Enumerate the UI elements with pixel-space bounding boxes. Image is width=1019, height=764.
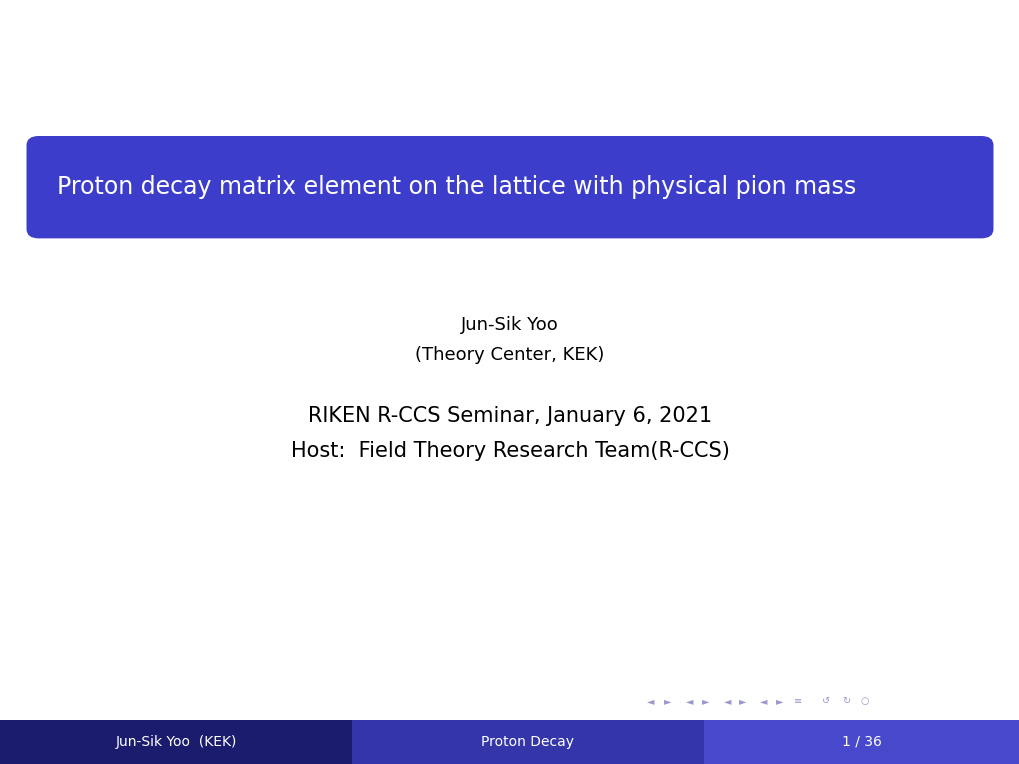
- Text: ○: ○: [860, 696, 868, 707]
- Text: ►: ►: [663, 696, 672, 707]
- Text: ►: ►: [701, 696, 709, 707]
- Text: ►: ►: [738, 696, 746, 707]
- Text: Host:  Field Theory Research Team(R-CCS): Host: Field Theory Research Team(R-CCS): [290, 441, 729, 461]
- Bar: [703, 720, 1019, 764]
- Text: RIKEN R-CCS Seminar, January 6, 2021: RIKEN R-CCS Seminar, January 6, 2021: [308, 406, 711, 426]
- Text: Proton decay matrix element on the lattice with physical pion mass: Proton decay matrix element on the latti…: [57, 175, 856, 199]
- Text: ◄: ◄: [759, 696, 767, 707]
- Bar: [0, 720, 352, 764]
- Text: ↺: ↺: [821, 696, 829, 707]
- Text: (Theory Center, KEK): (Theory Center, KEK): [415, 346, 604, 364]
- Bar: [352, 720, 703, 764]
- Text: Jun-Sik Yoo: Jun-Sik Yoo: [461, 316, 558, 334]
- FancyBboxPatch shape: [26, 136, 993, 238]
- Text: ◄: ◄: [685, 696, 693, 707]
- Text: 1 / 36: 1 / 36: [841, 735, 881, 749]
- Text: Jun-Sik Yoo  (KEK): Jun-Sik Yoo (KEK): [115, 735, 236, 749]
- Text: ≡: ≡: [793, 696, 801, 707]
- Text: ↻: ↻: [842, 696, 850, 707]
- Text: Proton Decay: Proton Decay: [481, 735, 574, 749]
- Text: ◄: ◄: [646, 696, 654, 707]
- Text: ◄: ◄: [722, 696, 731, 707]
- Text: ►: ►: [774, 696, 783, 707]
